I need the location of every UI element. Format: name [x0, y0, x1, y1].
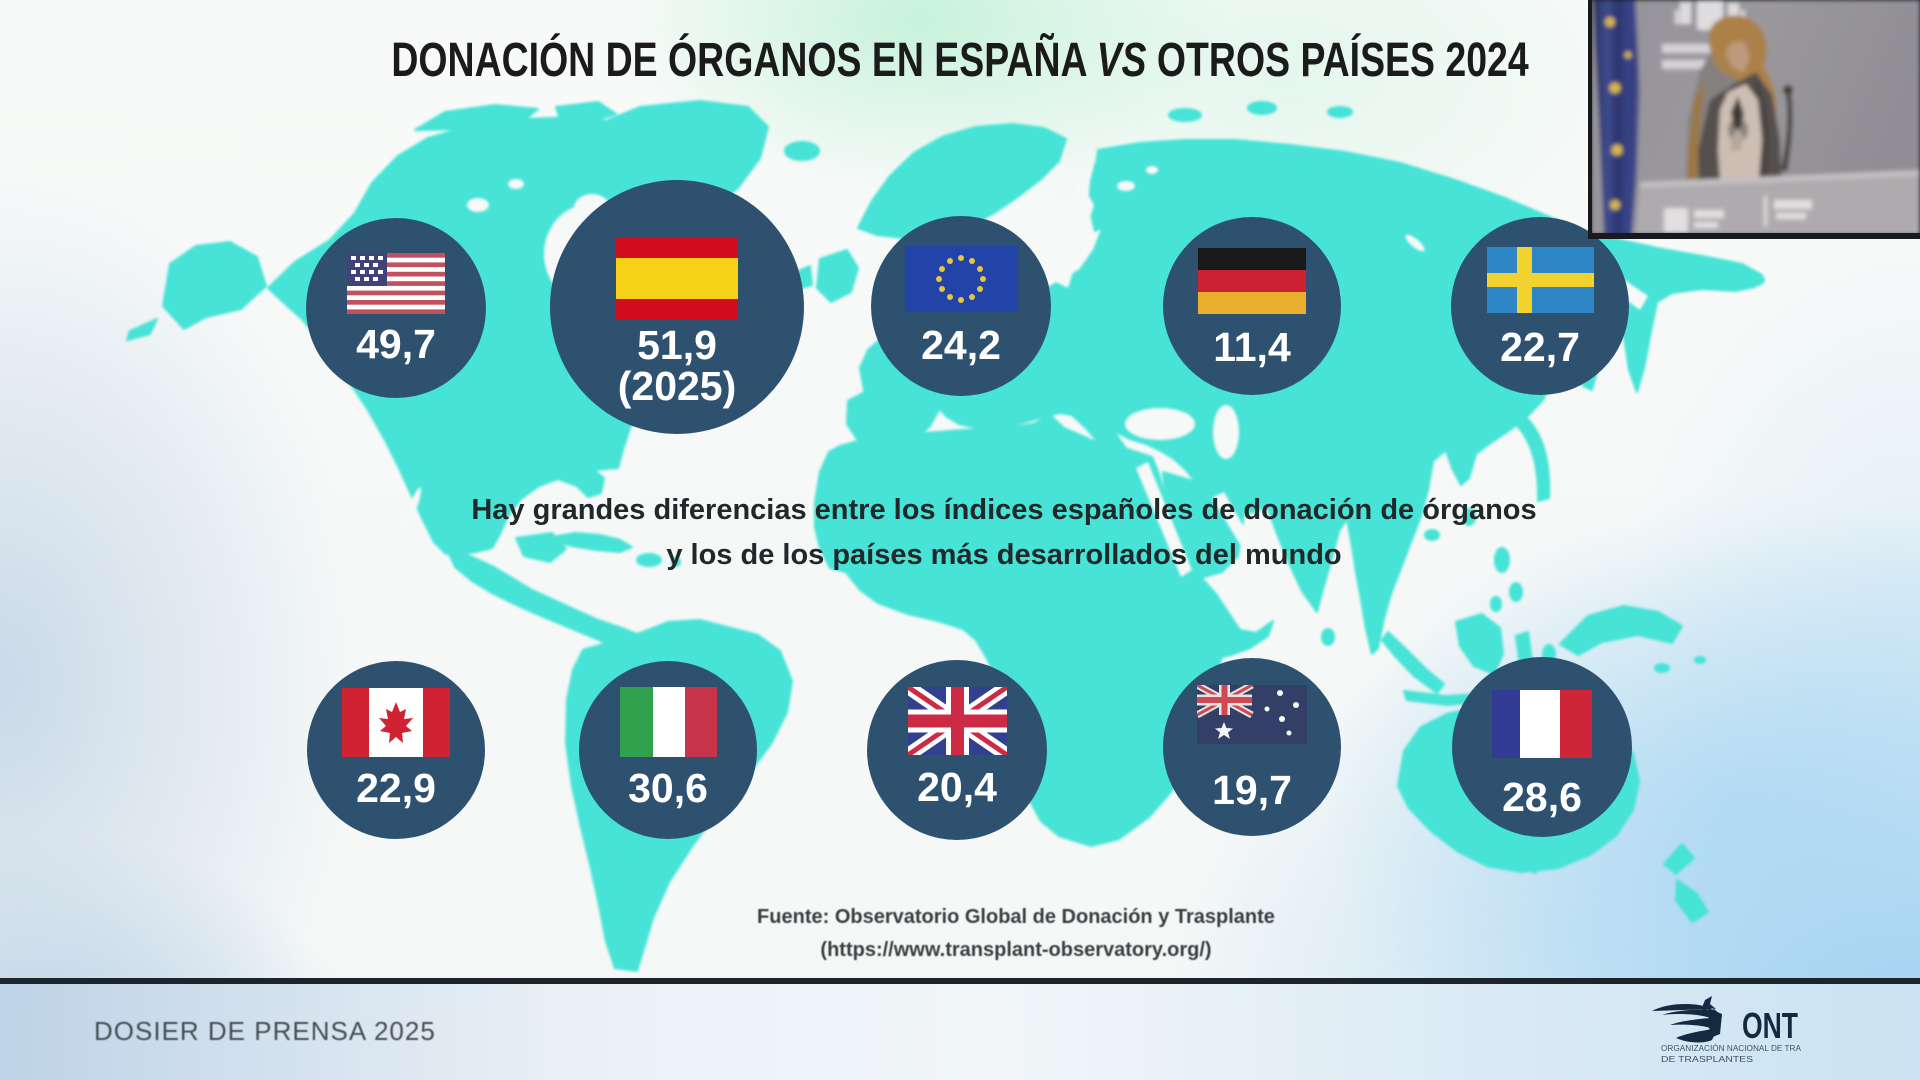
svg-text:ONT: ONT — [1742, 1005, 1798, 1046]
svg-text:DE TRASPLANTES: DE TRASPLANTES — [1661, 1055, 1753, 1064]
svg-text:ORGANIZACIÓN NACIONAL DE TRA: ORGANIZACIÓN NACIONAL DE TRA — [1661, 1044, 1802, 1053]
